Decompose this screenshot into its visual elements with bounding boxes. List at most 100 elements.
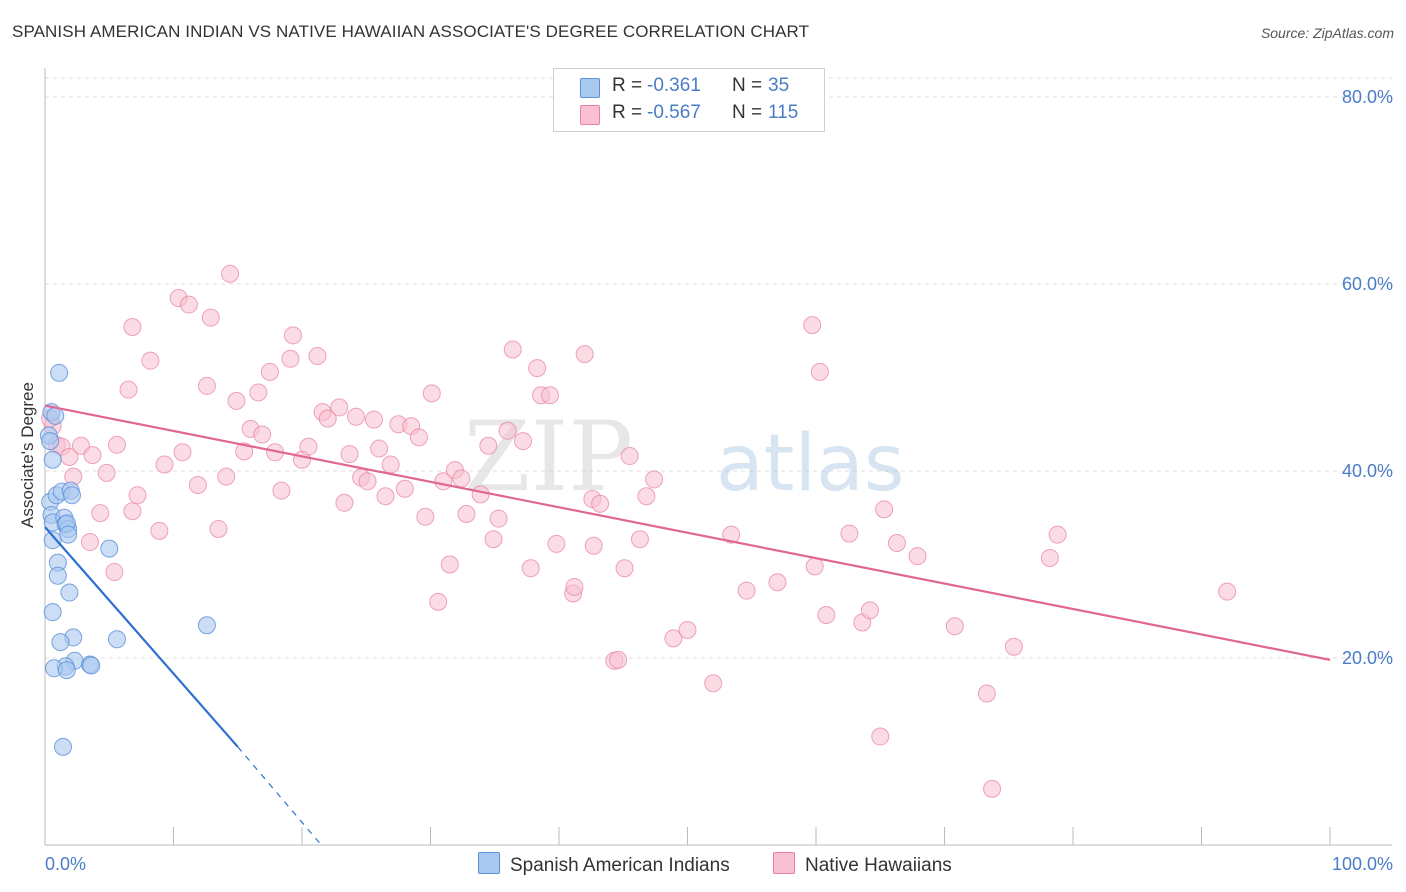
native-hawaiian-point	[123, 318, 142, 337]
spanish-american-indian-point	[197, 616, 216, 635]
native-hawaiian-point	[440, 555, 459, 574]
y-tick-label: 40.0%	[1342, 461, 1393, 481]
native-hawaiian-point	[281, 349, 300, 368]
bottom-legend-item-blue: Spanish American Indians	[478, 852, 730, 877]
native-hawaiian-point	[197, 376, 216, 395]
native-hawaiian-point	[80, 533, 99, 552]
legend-swatch-blue	[580, 78, 600, 98]
native-hawaiian-point	[678, 620, 697, 639]
native-hawaiian-point	[521, 559, 540, 578]
y-tick-label: 20.0%	[1342, 648, 1393, 668]
native-hawaiian-point	[119, 380, 138, 399]
native-hawaiian-point	[150, 521, 169, 540]
native-hawaiian-point	[253, 425, 272, 444]
native-hawaiian-point	[422, 384, 441, 403]
native-hawaiian-point	[498, 421, 517, 440]
legend-r-value: -0.361	[647, 75, 701, 96]
native-hawaiians-points	[41, 264, 1237, 798]
native-hawaiian-point	[201, 308, 220, 327]
spanish-american-indian-point	[107, 630, 126, 649]
spanish-american-indian-point	[41, 432, 60, 451]
native-hawaiian-point	[235, 442, 254, 461]
native-hawaiian-point	[272, 481, 291, 500]
legend-r-label: R =	[612, 102, 643, 123]
native-hawaiian-point	[977, 684, 996, 703]
native-hawaiian-point	[471, 485, 490, 504]
native-hawaiian-point	[429, 592, 448, 611]
legend-row-pink: R = -0.567 N = 115	[554, 102, 824, 128]
x-tick-label: 0.0%	[45, 854, 86, 874]
native-hawaiian-point	[335, 493, 354, 512]
native-hawaiian-point	[346, 407, 365, 426]
grid-lines	[45, 77, 1392, 659]
native-hawaiian-point	[541, 386, 560, 405]
native-hawaiian-point	[908, 547, 927, 566]
trend-lines	[44, 404, 1331, 846]
legend-r-label: R =	[612, 75, 643, 96]
legend-r-value: -0.567	[647, 102, 701, 123]
bottom-legend-label: Native Hawaiians	[805, 855, 952, 876]
native-hawaiian-point	[1004, 637, 1023, 656]
native-hawaiian-point	[983, 779, 1002, 798]
spanish-american-indians-trend-line	[44, 526, 239, 748]
native-hawaiian-point	[260, 362, 279, 381]
native-hawaiian-point	[155, 455, 174, 474]
y-axis-label: Associate's Degree	[18, 382, 37, 528]
native-hawaiian-point	[376, 487, 395, 506]
native-hawaiian-point	[810, 362, 829, 381]
bottom-legend: Spanish American Indians Native Hawaiian…	[0, 852, 1406, 878]
native-hawaiian-point	[722, 525, 741, 544]
watermark: ZIP atlas	[464, 401, 905, 513]
native-hawaiian-point	[141, 351, 160, 370]
native-hawaiian-point	[484, 530, 503, 549]
spanish-american-indian-point	[48, 566, 67, 585]
native-hawaiian-point	[637, 487, 656, 506]
native-hawaiian-point	[173, 443, 192, 462]
native-hawaiian-point	[395, 479, 414, 498]
spanish-american-indian-point	[43, 450, 62, 469]
native-hawaiian-point	[364, 410, 383, 429]
native-hawaiian-point	[860, 601, 879, 620]
native-hawaiian-point	[105, 562, 124, 581]
native-hawaiian-point	[249, 383, 268, 402]
native-hawaiian-point	[128, 486, 147, 505]
bottom-legend-swatch-blue	[478, 852, 500, 874]
native-hawaiian-point	[503, 340, 522, 359]
y-tick-label: 80.0%	[1342, 87, 1393, 107]
native-hawaiian-point	[945, 617, 964, 636]
native-hawaiian-point	[381, 455, 400, 474]
native-hawaiian-point	[887, 533, 906, 552]
native-hawaiian-point	[452, 469, 471, 488]
native-hawaiian-point	[584, 536, 603, 555]
native-hawaiian-point	[209, 519, 228, 538]
native-hawaiian-point	[630, 530, 649, 549]
native-hawaiian-point	[479, 436, 498, 455]
spanish-american-indian-point	[82, 656, 101, 675]
native-hawaiian-point	[645, 470, 664, 489]
native-hawaiian-point	[179, 295, 198, 314]
spanish-american-indian-point	[43, 531, 62, 550]
native-hawaiian-point	[1218, 582, 1237, 601]
legend-row-blue: R = -0.361 N = 35	[554, 75, 824, 101]
native-hawaiian-point	[221, 264, 240, 283]
bottom-legend-item-pink: Native Hawaiians	[773, 852, 952, 877]
native-hawaiian-point	[358, 472, 377, 491]
spanish-american-indian-point	[100, 539, 119, 558]
legend-n-value: 115	[768, 102, 799, 123]
legend-n-label: N =	[732, 75, 763, 96]
native-hawaiian-point	[409, 428, 428, 447]
native-hawaiian-point	[805, 557, 824, 576]
native-hawaiian-point	[83, 446, 102, 465]
native-hawaiian-point	[704, 674, 723, 693]
native-hawaiian-point	[817, 605, 836, 624]
spanish-american-indian-point	[50, 363, 69, 382]
bottom-legend-swatch-pink	[773, 852, 795, 874]
native-hawaiian-point	[340, 445, 359, 464]
spanish-american-indian-point	[53, 737, 72, 756]
native-hawaiian-point	[1048, 525, 1067, 544]
native-hawaiian-point	[664, 629, 683, 648]
native-hawaiian-point	[737, 581, 756, 600]
native-hawaiian-point	[107, 435, 126, 454]
native-hawaiians-trend-line	[44, 404, 1331, 661]
native-hawaiian-point	[284, 326, 303, 345]
